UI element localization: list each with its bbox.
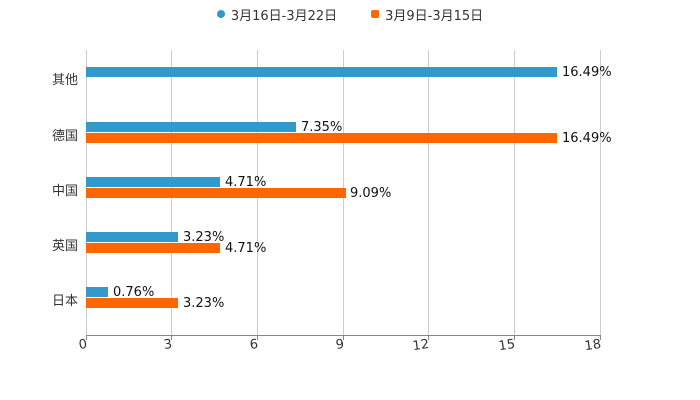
bar-other-mar16-22[interactable]: [86, 67, 557, 77]
bar-germany-mar16-22[interactable]: [86, 122, 296, 132]
legend-label: 3月9日-3月15日: [385, 8, 484, 24]
chart-legend: 3月16日-3月22日 3月9日-3月15日: [0, 4, 700, 24]
gridline: [600, 50, 601, 335]
x-tick-label: 12: [411, 337, 431, 355]
value-label: 16.49%: [562, 131, 612, 146]
x-tick-label: 3: [162, 337, 174, 354]
value-label: 3.23%: [183, 296, 225, 311]
category-label-germany: 德国: [51, 129, 78, 144]
x-tick-label: 6: [248, 337, 260, 354]
bar-china-mar9-15[interactable]: [86, 188, 346, 198]
value-label: 0.76%: [113, 285, 155, 300]
value-label: 9.09%: [350, 186, 392, 201]
category-label-other: 其他: [51, 73, 78, 88]
category-label-china: 中国: [51, 184, 78, 199]
value-label: 4.71%: [225, 175, 267, 190]
bar-germany-mar9-15[interactable]: [86, 133, 557, 143]
legend-item-week-mar16-22[interactable]: 3月16日-3月22日: [216, 4, 338, 24]
bar-japan-mar16-22[interactable]: [86, 287, 108, 297]
x-tick: [600, 335, 601, 340]
bar-china-mar16-22[interactable]: [86, 177, 220, 187]
legend-label: 3月16日-3月22日: [230, 8, 338, 24]
category-label-uk: 英国: [51, 239, 78, 254]
bar-uk-mar16-22[interactable]: [86, 232, 178, 242]
gridline: [428, 50, 429, 335]
gridline: [514, 50, 515, 335]
legend-circle-icon: [216, 10, 225, 18]
value-label: 3.23%: [183, 230, 225, 245]
x-tick-label: 18: [583, 337, 603, 355]
category-label-japan: 日本: [51, 294, 78, 309]
x-tick: [171, 335, 172, 340]
value-label: 4.71%: [225, 241, 267, 256]
bar-japan-mar9-15[interactable]: [86, 298, 178, 308]
value-label: 7.35%: [301, 120, 343, 135]
x-tick: [343, 335, 344, 340]
legend-item-week-mar9-15[interactable]: 3月9日-3月15日: [371, 4, 483, 24]
x-tick-label: 0: [77, 337, 89, 354]
x-tick: [428, 335, 429, 340]
x-tick: [257, 335, 258, 340]
x-tick-label: 15: [497, 337, 517, 355]
legend-square-icon: [371, 10, 380, 18]
x-tick: [86, 335, 87, 340]
x-tick: [514, 335, 515, 340]
value-label: 16.49%: [562, 65, 612, 80]
bar-uk-mar9-15[interactable]: [86, 243, 220, 253]
x-tick-label: 9: [334, 337, 346, 354]
